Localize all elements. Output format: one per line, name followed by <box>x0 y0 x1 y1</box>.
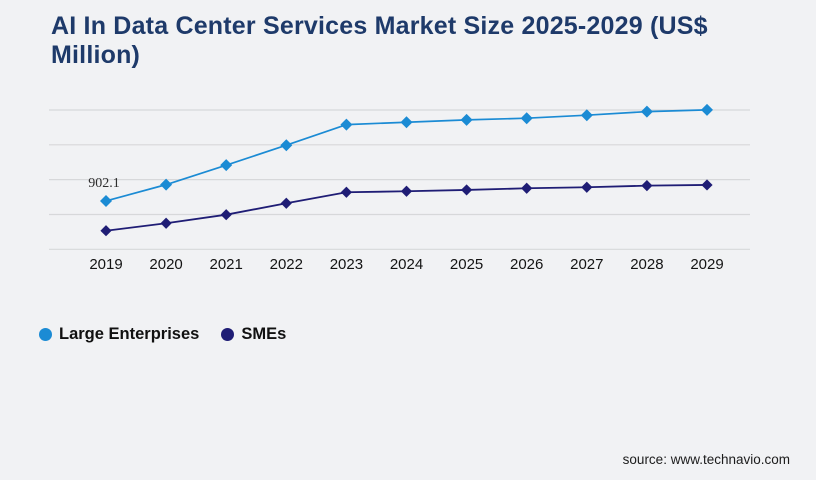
x-axis-label-2022: 2022 <box>269 256 303 273</box>
data-point-marker-smes-2026 <box>521 182 533 194</box>
x-axis-label-2024: 2024 <box>389 256 424 273</box>
x-axis-label-2020: 2020 <box>149 256 183 273</box>
chart-legend: Large Enterprises SMEs <box>39 325 286 344</box>
x-axis-label-2025: 2025 <box>449 256 484 273</box>
data-point-marker-smes-2022 <box>280 197 292 209</box>
data-point-marker-smes-2029 <box>701 179 713 191</box>
data-point-marker-large-enterprises-2020 <box>160 178 173 191</box>
data-point-marker-smes-2024 <box>400 185 413 197</box>
data-point-marker-large-enterprises-2029 <box>701 103 713 116</box>
x-axis-label-2023: 2023 <box>329 256 364 273</box>
data-label-902-1: 902.1 <box>88 175 120 191</box>
legend-item-large-enterprises: Large Enterprises <box>39 325 199 344</box>
data-point-marker-smes-2025 <box>461 184 473 196</box>
x-axis-label-2027: 2027 <box>570 256 604 273</box>
x-axis-label-2028: 2028 <box>630 256 664 273</box>
data-point-marker-smes-2020 <box>160 217 172 229</box>
data-point-marker-large-enterprises-2019 <box>100 194 112 207</box>
legend-label-smes: SMEs <box>241 325 287 343</box>
data-point-marker-large-enterprises-2024 <box>400 116 413 129</box>
x-axis-label-2019: 2019 <box>89 256 123 273</box>
chart-title: AI In Data Center Services Market Size 2… <box>51 12 708 69</box>
source-attribution: source: www.technavio.com <box>622 452 790 467</box>
x-axis-label-2021: 2021 <box>209 256 243 273</box>
data-point-marker-large-enterprises-2026 <box>520 112 533 125</box>
legend-item-smes: SMEs <box>221 325 286 344</box>
data-point-marker-smes-2019 <box>100 225 112 237</box>
legend-marker-icon-large-enterprises <box>39 328 52 341</box>
data-point-marker-large-enterprises-2022 <box>280 139 293 152</box>
data-point-marker-smes-2028 <box>641 180 653 192</box>
x-axis-label-2029: 2029 <box>690 256 724 273</box>
data-point-marker-smes-2023 <box>340 186 352 198</box>
data-point-marker-smes-2027 <box>581 181 593 193</box>
data-point-marker-large-enterprises-2021 <box>220 159 233 172</box>
data-point-marker-large-enterprises-2025 <box>460 113 473 126</box>
legend-label-large-enterprises: Large Enterprises <box>59 325 200 343</box>
data-point-marker-large-enterprises-2027 <box>580 109 593 122</box>
data-point-marker-large-enterprises-2023 <box>340 118 353 131</box>
legend-marker-icon-smes <box>221 328 235 341</box>
data-point-marker-large-enterprises-2028 <box>640 105 653 118</box>
data-point-marker-smes-2021 <box>220 209 232 221</box>
x-axis-label-2026: 2026 <box>510 256 544 273</box>
